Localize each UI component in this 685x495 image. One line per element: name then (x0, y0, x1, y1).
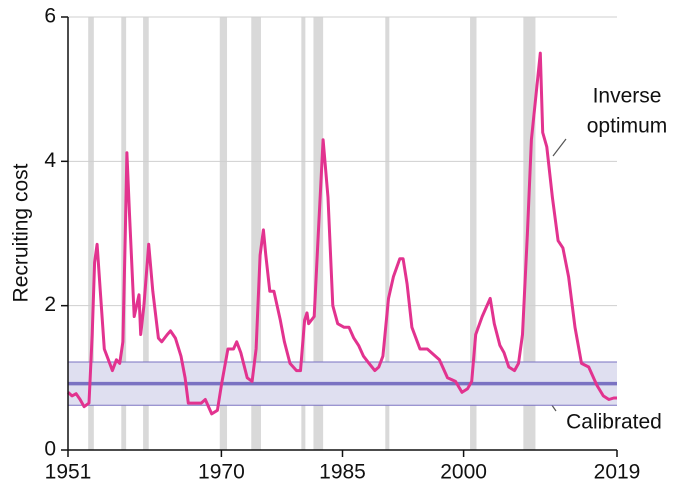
recession-band (385, 17, 390, 450)
x-tick-label: 1985 (319, 461, 366, 484)
recession-band (219, 17, 228, 450)
x-tick-label: 1970 (198, 461, 245, 484)
series-label: Inverse (593, 85, 662, 108)
x-tick-label: 1951 (45, 461, 92, 484)
annotation-leader (552, 138, 567, 157)
recession-band (251, 17, 261, 450)
series-label: optimum (587, 115, 668, 138)
x-tick-label: 2000 (440, 461, 487, 484)
y-axis-label: Recruiting cost (10, 163, 33, 302)
recession-band (143, 17, 149, 450)
recession-band (301, 17, 306, 450)
calibrated-label: Calibrated (566, 411, 662, 434)
y-tick-label: 2 (44, 293, 56, 316)
recession-band (88, 17, 94, 450)
recession-band (470, 17, 477, 450)
y-tick-label: 0 (44, 438, 56, 461)
y-tick-label: 6 (44, 5, 56, 28)
recession-band (121, 17, 127, 450)
x-tick-label: 2019 (594, 461, 641, 484)
series-line (66, 51, 617, 416)
y-tick-label: 4 (44, 149, 56, 172)
